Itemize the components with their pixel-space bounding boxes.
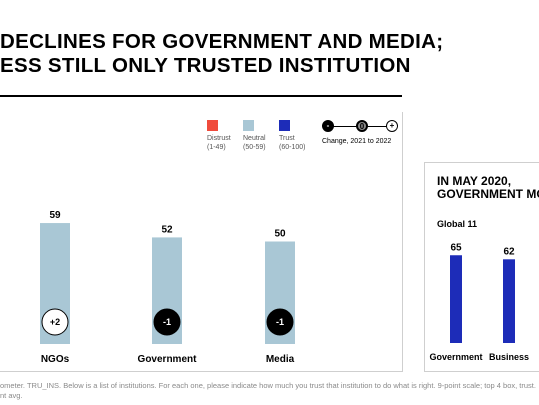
page-title: DECLINES FOR GOVERNMENT AND MEDIA; ESS S…	[0, 30, 539, 78]
side-bar-chart: 65 Government 62 Business	[429, 242, 529, 362]
side-bar-business	[503, 259, 515, 343]
change-badge-media	[266, 308, 294, 336]
title-divider	[0, 95, 402, 97]
legend-distrust-label: Distrust	[207, 135, 231, 142]
title-line-2: ESS STILL ONLY TRUSTED INSTITUTION	[0, 54, 411, 77]
change-zero-icon: 0	[356, 120, 368, 132]
side-heading-line-2: GOVERNMENT MO	[437, 187, 539, 201]
footnote-line-1: ometer. TRU_INS. Below is a list of inst…	[0, 381, 536, 390]
side-subtitle: Global 11	[437, 219, 478, 229]
value-label-media: 50	[274, 229, 286, 240]
title-line-1: DECLINES FOR GOVERNMENT AND MEDIA;	[0, 30, 444, 53]
legend-trust-label: Trust	[279, 135, 295, 142]
side-category-label-government: Government	[429, 352, 482, 362]
side-heading-line-1: IN MAY 2020,	[437, 174, 512, 188]
footnote: ometer. TRU_INS. Below is a list of inst…	[0, 381, 539, 401]
legend-trust-range: (60-100)	[279, 144, 306, 151]
main-bar-chart: 59 +2 NGOs 52 -1 Government 50 -1 Media	[40, 210, 295, 365]
change-label-government: -1	[163, 317, 171, 327]
legend-neutral-range: (50-59)	[243, 144, 266, 151]
legend-distrust-range: (1-49)	[207, 144, 226, 151]
change-badge-ngos	[41, 308, 69, 336]
legend-neutral: Neutral (50-59)	[243, 120, 266, 152]
legend-trust-swatch	[279, 120, 290, 131]
category-label-ngos: NGOs	[41, 354, 70, 365]
change-negative-icon: -	[322, 120, 334, 132]
change-label-ngos: +2	[50, 317, 60, 327]
side-bar-government	[450, 255, 462, 343]
change-label-media: -1	[276, 317, 284, 327]
change-legend-label: Change, 2021 to 2022	[322, 138, 392, 145]
main-chart-panel: 59 +2 NGOs 52 -1 Government 50 -1 Media	[0, 112, 403, 372]
change-positive-icon: +	[386, 120, 398, 132]
side-heading: IN MAY 2020, GOVERNMENT MO	[437, 175, 539, 201]
change-badge-government	[153, 308, 181, 336]
legend-distrust: Distrust (1-49)	[207, 120, 231, 152]
side-value-label-business: 62	[503, 246, 515, 257]
legend-trust: Trust (60-100)	[279, 120, 305, 152]
legend-distrust-swatch	[207, 120, 218, 131]
value-label-government: 52	[161, 224, 173, 235]
value-label-ngos: 59	[49, 210, 61, 221]
side-panel: 65 Government 62 Business IN MAY 2020, GOVE…	[424, 162, 539, 372]
category-label-media: Media	[266, 354, 295, 365]
side-value-label-government: 65	[450, 242, 462, 253]
category-label-government: Government	[138, 354, 198, 365]
side-category-label-business: Business	[489, 352, 529, 362]
legend-neutral-label: Neutral	[243, 135, 266, 142]
footnote-line-2: nt avg.	[0, 391, 23, 400]
legend-neutral-swatch	[243, 120, 254, 131]
